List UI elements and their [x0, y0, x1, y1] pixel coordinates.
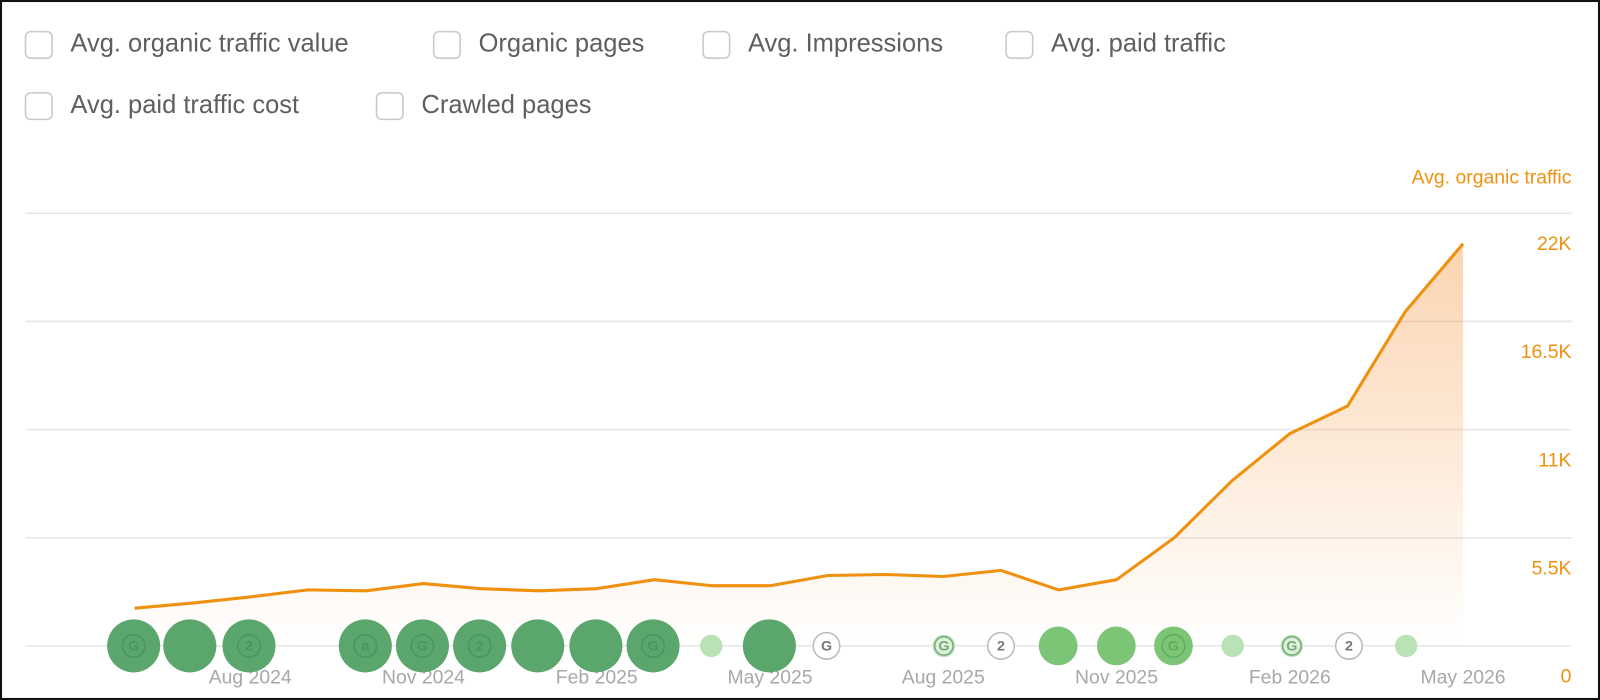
checkbox-label[interactable]: Avg. Impressions — [748, 30, 943, 58]
event-label: a — [361, 639, 370, 655]
event-icon-ring — [1161, 633, 1186, 658]
event-marker[interactable] — [511, 619, 565, 673]
x-tick-label: Feb 2025 — [556, 667, 638, 689]
event-icon-ring — [467, 633, 492, 658]
event-icon-ring — [1281, 635, 1302, 656]
event-marker[interactable] — [1394, 634, 1418, 658]
event-marker[interactable] — [626, 619, 680, 673]
event-label: G — [648, 639, 659, 655]
checkbox-label[interactable]: Avg. paid traffic cost — [70, 91, 299, 119]
event-marker[interactable] — [338, 619, 392, 673]
y-tick-label: 11K — [1538, 449, 1571, 471]
checkbox-label[interactable]: Avg. organic traffic value — [70, 30, 348, 58]
event-label: G — [938, 639, 949, 655]
checkbox-label[interactable]: Organic pages — [479, 30, 645, 58]
checkbox-label[interactable]: Crawled pages — [421, 91, 591, 119]
x-tick-label: Nov 2025 — [1075, 667, 1158, 689]
event-label: 2 — [476, 639, 484, 655]
event-marker[interactable] — [395, 619, 449, 673]
event-icon-ring — [410, 633, 435, 658]
event-icon-ring — [933, 635, 954, 656]
checkbox[interactable] — [375, 92, 404, 121]
event-icon-ring — [641, 633, 666, 658]
event-marker[interactable] — [1096, 626, 1136, 666]
x-tick-label: Aug 2025 — [902, 667, 985, 689]
event-label: G — [128, 639, 139, 655]
event-icon-ring — [236, 633, 261, 658]
event-marker[interactable] — [1221, 634, 1244, 658]
checkbox[interactable] — [24, 92, 53, 121]
x-tick-label: May 2026 — [1421, 667, 1506, 689]
event-marker[interactable] — [107, 619, 161, 673]
checkbox[interactable] — [432, 30, 461, 59]
event-marker[interactable] — [742, 619, 796, 673]
event-marker[interactable] — [1334, 631, 1364, 660]
event-marker[interactable] — [986, 631, 1016, 660]
event-label: G — [1168, 639, 1179, 655]
event-marker[interactable] — [1154, 626, 1193, 666]
event-label: 2 — [997, 639, 1005, 655]
x-tick-label: Feb 2026 — [1249, 667, 1331, 689]
event-label: G — [417, 639, 428, 655]
event-marker[interactable] — [569, 619, 623, 673]
event-label: G — [1286, 639, 1297, 655]
event-marker[interactable] — [1038, 626, 1078, 666]
x-tick-label: Aug 2024 — [209, 667, 292, 689]
line — [134, 242, 1465, 610]
y-tick-label: 22K — [1537, 233, 1572, 255]
event-marker[interactable] — [222, 619, 276, 673]
event-label: G — [821, 639, 832, 655]
y-tick-label: 0 — [1561, 666, 1572, 688]
x-tick-label: Nov 2024 — [382, 667, 465, 689]
area — [134, 243, 1464, 646]
checkbox[interactable] — [702, 30, 731, 59]
event-marker[interactable] — [700, 634, 723, 658]
event-label: 2 — [1345, 639, 1353, 655]
event-label: 2 — [245, 639, 253, 655]
event-icon-ring — [121, 633, 146, 658]
checkbox[interactable] — [24, 30, 53, 59]
event-marker[interactable] — [812, 631, 841, 660]
checkbox[interactable] — [1005, 30, 1034, 59]
y-tick-label: 16.5K — [1521, 341, 1572, 363]
checkbox-label[interactable]: Avg. paid traffic — [1051, 30, 1226, 58]
y-tick-label: 5.5K — [1532, 558, 1572, 580]
event-marker[interactable] — [163, 619, 217, 673]
event-icon-ring — [353, 633, 378, 658]
x-tick-label: May 2025 — [727, 667, 812, 689]
event-marker[interactable] — [453, 619, 507, 673]
y-axis-title: Avg. organic traffic — [1412, 167, 1572, 189]
